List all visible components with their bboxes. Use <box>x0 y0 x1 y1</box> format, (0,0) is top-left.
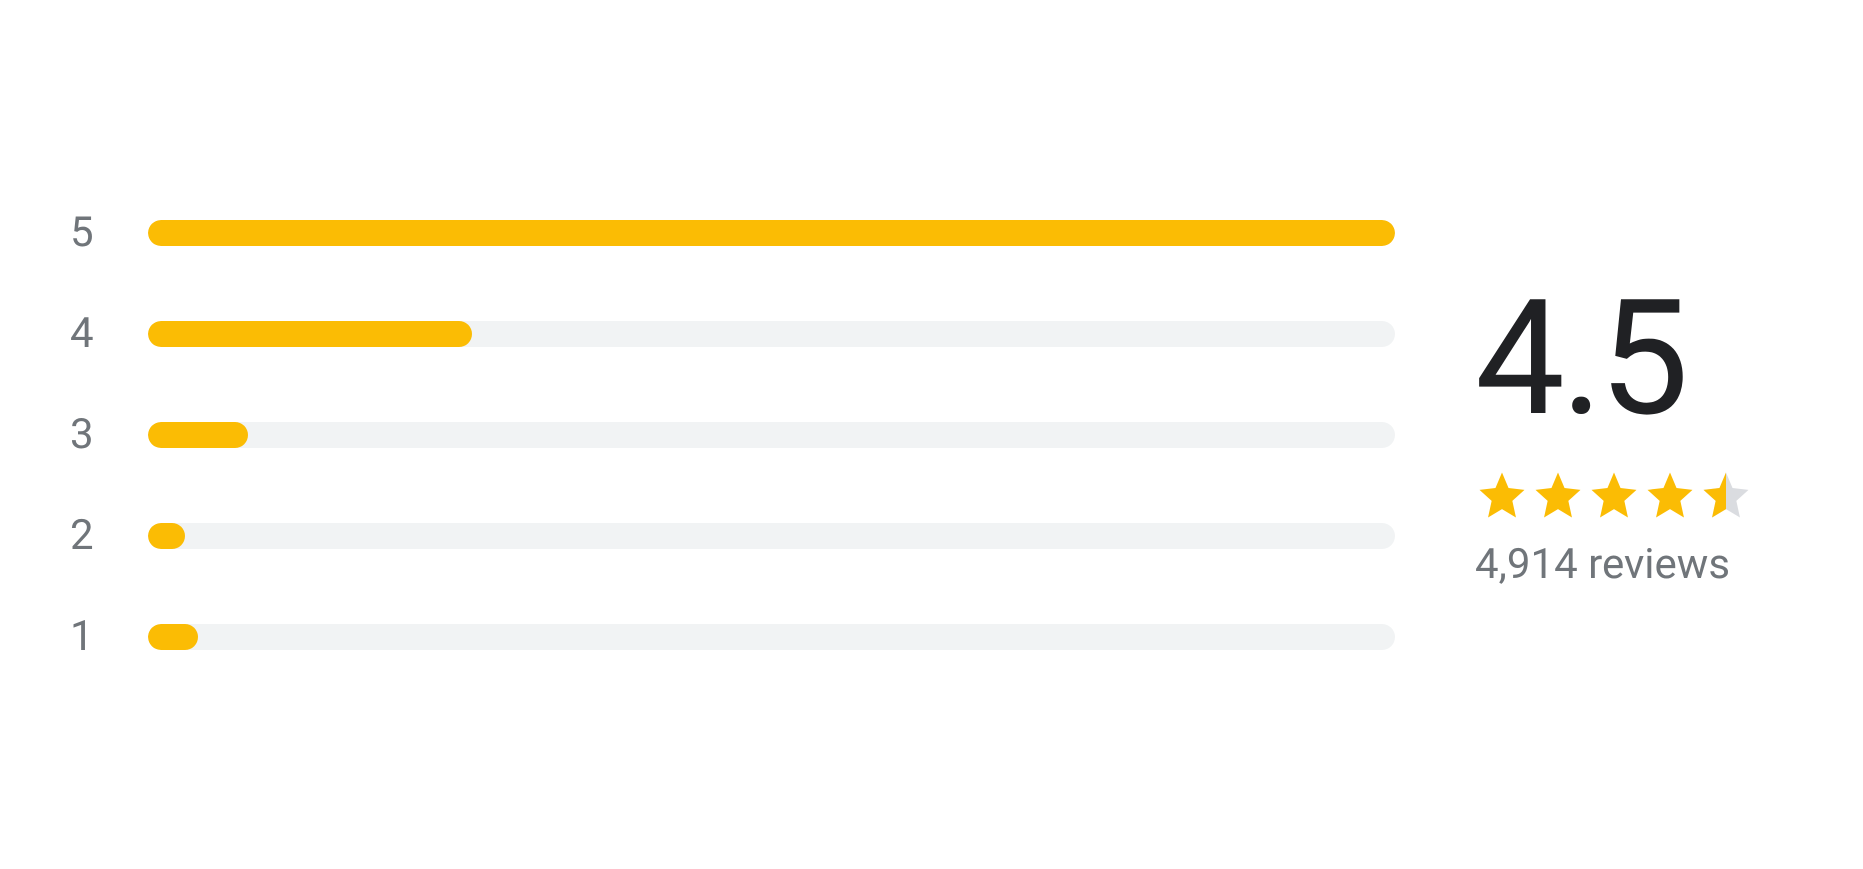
star-icon <box>1475 468 1529 522</box>
rating-bar-track <box>148 624 1395 650</box>
star-rating-row <box>1475 468 1753 522</box>
rating-bar-label: 5 <box>70 208 100 257</box>
rating-bar-row: 2 <box>70 511 1395 560</box>
rating-summary: 4.5 4,914 reviews <box>1475 280 1793 589</box>
star-icon <box>1699 468 1753 522</box>
review-count: 4,914 reviews <box>1475 540 1730 589</box>
star-icon <box>1587 468 1641 522</box>
rating-bar-fill <box>148 624 198 650</box>
rating-bar-label: 1 <box>70 612 100 661</box>
average-rating: 4.5 <box>1475 280 1685 440</box>
rating-bar-row: 5 <box>70 208 1395 257</box>
rating-bar-label: 4 <box>70 309 100 358</box>
rating-bar-fill <box>148 422 248 448</box>
star-icon <box>1643 468 1697 522</box>
rating-bar-label: 3 <box>70 410 100 459</box>
rating-summary-container: 5 4 3 2 1 4.5 4,914 reviews <box>70 208 1793 661</box>
rating-bar-row: 1 <box>70 612 1395 661</box>
rating-bar-row: 4 <box>70 309 1395 358</box>
rating-bar-row: 3 <box>70 410 1395 459</box>
rating-bar-fill <box>148 321 472 347</box>
rating-bar-label: 2 <box>70 511 100 560</box>
rating-distribution: 5 4 3 2 1 <box>70 208 1395 661</box>
rating-bar-track <box>148 220 1395 246</box>
star-icon <box>1531 468 1585 522</box>
rating-bar-fill <box>148 220 1395 246</box>
rating-bar-track <box>148 523 1395 549</box>
rating-bar-track <box>148 321 1395 347</box>
rating-bar-track <box>148 422 1395 448</box>
rating-bar-fill <box>148 523 185 549</box>
